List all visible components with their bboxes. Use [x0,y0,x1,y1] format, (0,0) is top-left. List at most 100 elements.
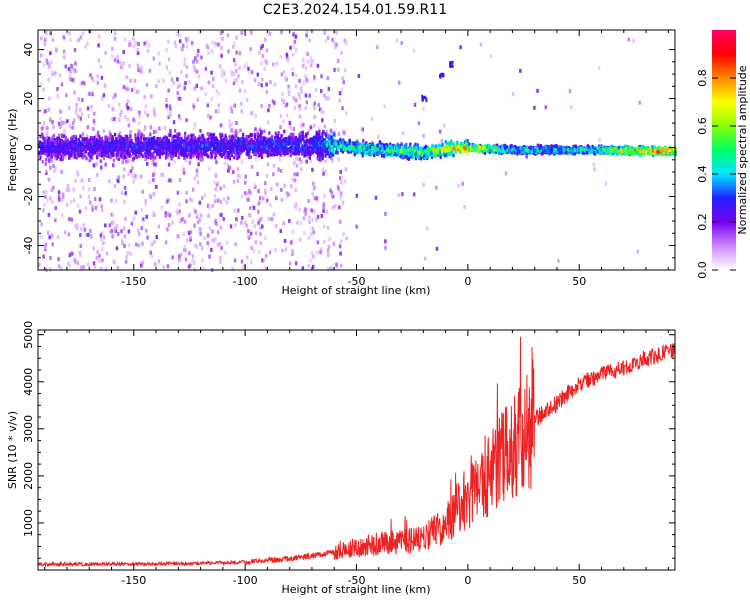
spectrogram-cell [415,146,418,150]
spectrogram-cell [201,155,204,159]
spectrogram-cell [153,262,157,267]
spectrogram-cell [295,135,298,140]
spectrogram-cell [593,167,596,172]
spectrogram-cell [246,191,250,196]
spectrogram-cell [336,150,339,155]
spectrogram-cell [355,193,359,198]
spectrogram-cell [330,130,334,135]
spectrogram-cell [279,54,282,59]
spectrogram-cell [356,139,359,144]
spectrogram-cell [124,114,127,119]
spectrogram-cell [222,216,225,221]
spectrogram-cell [338,98,341,103]
spectrogram-cell [88,149,92,154]
spectrogram-cell [103,83,106,88]
spectrogram-cell [199,231,202,236]
spectrogram-cell [100,204,103,209]
spectrogram-cell [343,38,346,43]
spectrogram-cell [284,103,288,108]
spectrogram-cell [112,150,115,154]
spectrogram-cell [285,137,288,141]
spectrogram-cell [75,154,78,158]
spectrogram-cell [230,151,233,156]
spectrogram-cell [200,86,203,91]
spectrogram-cell [54,155,57,160]
spectrogram-cell [157,224,161,229]
spectrogram-cell [119,135,122,139]
spectrogram-cell [401,131,405,136]
spectrogram-cell [49,196,52,201]
spectrogram-cell [311,217,314,222]
spectrogram-cell [295,202,298,207]
spectrogram-cell [49,165,52,170]
spectrogram-cell [140,66,144,71]
spectrogram-cell [287,84,290,89]
spectrogram-cell [265,90,269,95]
spectrogram-cell [167,88,170,93]
spectrogram-cell [304,211,307,216]
spectrogram-cell [344,167,348,172]
spectrogram-cell [322,202,326,207]
spectrogram-cell [230,153,234,158]
spectrogram-cell [245,138,248,142]
spectrogram-cell [313,101,316,106]
spectrogram-cell [116,231,120,236]
spectrogram-cell [335,264,339,269]
spectrogram-cell [239,151,242,156]
spectrogram-cell [110,212,113,217]
spectrogram-cell [71,77,74,82]
spectrogram-cell [125,151,128,155]
spectrogram-cell [268,250,272,255]
spectrogram-cell [335,146,338,151]
spectrogram-cell [91,204,94,209]
spectrogram-cell [60,197,64,202]
spectrogram-cell [214,174,218,179]
spectrogram-cell [148,179,151,184]
spectrogram-cell [191,254,195,259]
spectrogram-cell [247,66,250,71]
spectrogram-cell [308,220,311,225]
spectrogram-cell [79,116,83,121]
spectrogram-cell [63,134,66,138]
spectrogram-cell [300,89,303,94]
spectrogram-cell [275,61,278,66]
spectrogram-cell [53,169,56,174]
spectrogram-cell [110,140,113,145]
spectrogram-cell [306,52,309,57]
spectrogram-cell [206,103,210,108]
spectrogram-cell [193,122,197,127]
spectrogram-cell [43,42,47,47]
spectrogram-cell [233,258,237,263]
spectrogram-cell [235,50,238,55]
spectrogram-cell [86,106,90,111]
spectrogram-cell [598,144,601,149]
spectrogram-cell [228,165,232,170]
spectrogram-cell [149,250,152,255]
spectrogram-cell [285,57,289,62]
spectrogram-cell [42,87,45,92]
spectrogram-cell [355,224,358,229]
spectrogram-cell [179,146,182,151]
spectrogram-cell [325,38,328,43]
spectrogram-cell [48,96,51,101]
spectrogram-cell [87,114,91,119]
spectrogram-cell [61,157,64,162]
spectrogram-cell [256,172,259,177]
spectrogram-cell [81,31,85,36]
spectrogram-cell [340,50,343,55]
spectrogram-cell [237,129,240,134]
spectrogram-cell [184,81,187,86]
spectrogram-cell [79,233,82,238]
spectrogram-cell [215,89,218,94]
spectrogram-cell [123,226,126,231]
spectrogram-cell [193,86,197,91]
spectrogram-cell [382,146,385,150]
spectrogram-cell [259,216,263,221]
spectrogram-cell [216,242,220,247]
spectrogram-cell [256,128,259,133]
spectrogram-cell [148,137,151,142]
spectrogram-cell [123,199,126,204]
spectrogram-cell [302,80,306,85]
spectrogram-cell [294,188,297,193]
spectrogram-cell [110,220,114,225]
